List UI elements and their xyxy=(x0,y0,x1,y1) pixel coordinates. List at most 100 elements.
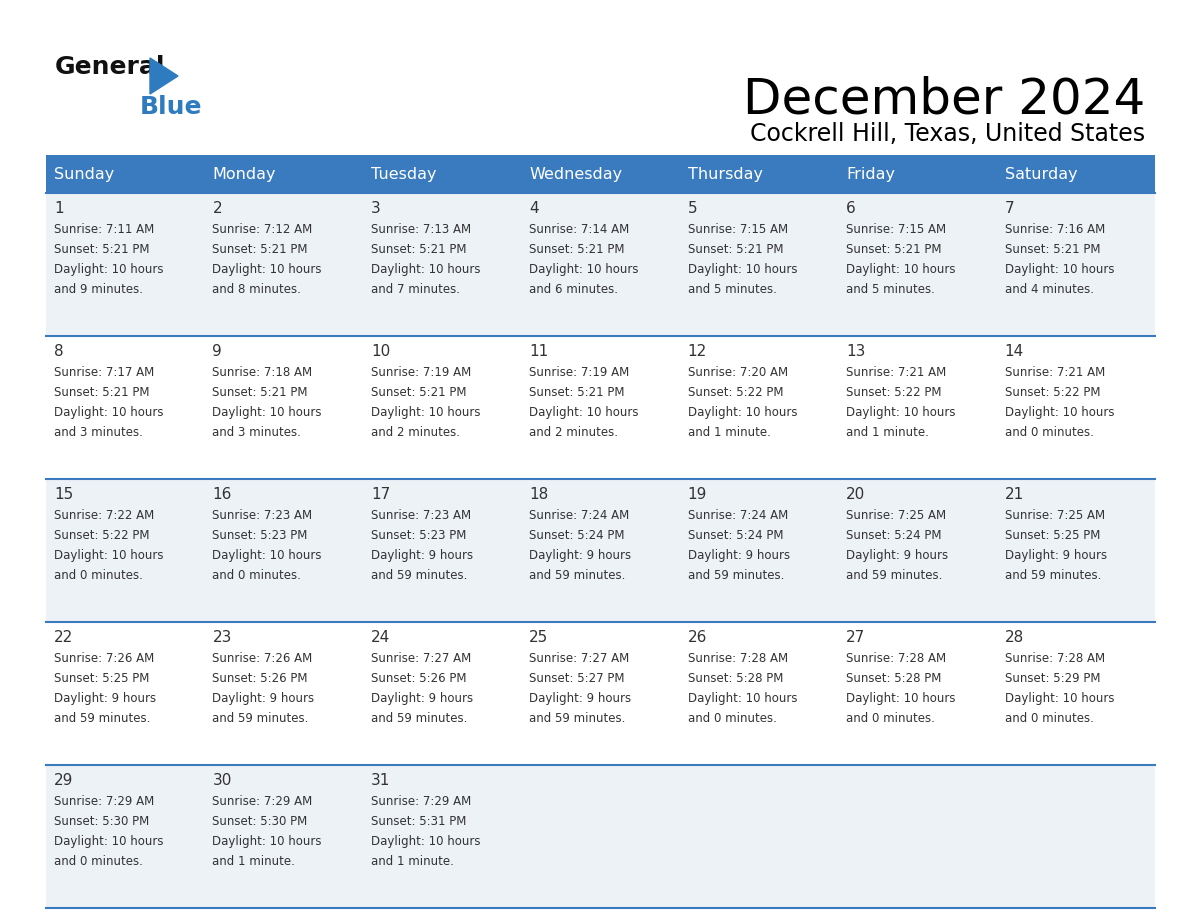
Text: Daylight: 10 hours: Daylight: 10 hours xyxy=(53,835,164,848)
Text: Sunrise: 7:27 AM: Sunrise: 7:27 AM xyxy=(371,652,472,665)
Text: Sunrise: 7:19 AM: Sunrise: 7:19 AM xyxy=(530,366,630,379)
Text: and 5 minutes.: and 5 minutes. xyxy=(846,283,935,296)
Text: 12: 12 xyxy=(688,344,707,359)
Text: Sunrise: 7:15 AM: Sunrise: 7:15 AM xyxy=(688,223,788,236)
Bar xyxy=(839,193,997,336)
Text: Sunrise: 7:26 AM: Sunrise: 7:26 AM xyxy=(53,652,154,665)
Text: Sunset: 5:22 PM: Sunset: 5:22 PM xyxy=(1005,386,1100,399)
Text: 20: 20 xyxy=(846,487,865,502)
Bar xyxy=(680,765,839,908)
Text: Sunset: 5:22 PM: Sunset: 5:22 PM xyxy=(846,386,942,399)
Text: 14: 14 xyxy=(1005,344,1024,359)
Text: 23: 23 xyxy=(213,630,232,645)
Bar xyxy=(522,765,680,908)
Text: Sunrise: 7:23 AM: Sunrise: 7:23 AM xyxy=(371,509,470,522)
Text: 10: 10 xyxy=(371,344,390,359)
Bar xyxy=(839,479,997,622)
Text: Sunrise: 7:25 AM: Sunrise: 7:25 AM xyxy=(846,509,947,522)
Bar xyxy=(362,622,522,765)
Bar xyxy=(204,193,362,336)
Text: and 59 minutes.: and 59 minutes. xyxy=(530,712,626,725)
Text: 7: 7 xyxy=(1005,201,1015,216)
Text: Sunset: 5:24 PM: Sunset: 5:24 PM xyxy=(530,529,625,542)
Text: Daylight: 10 hours: Daylight: 10 hours xyxy=(1005,692,1114,705)
Text: Thursday: Thursday xyxy=(688,166,763,182)
Text: 4: 4 xyxy=(530,201,539,216)
Text: Daylight: 10 hours: Daylight: 10 hours xyxy=(1005,263,1114,276)
Text: 18: 18 xyxy=(530,487,549,502)
Text: December 2024: December 2024 xyxy=(742,75,1145,123)
Text: Sunset: 5:22 PM: Sunset: 5:22 PM xyxy=(53,529,150,542)
Text: and 59 minutes.: and 59 minutes. xyxy=(1005,569,1101,582)
Text: Monday: Monday xyxy=(213,166,276,182)
Text: Sunrise: 7:15 AM: Sunrise: 7:15 AM xyxy=(846,223,947,236)
Text: Sunset: 5:21 PM: Sunset: 5:21 PM xyxy=(371,386,467,399)
Text: Sunrise: 7:27 AM: Sunrise: 7:27 AM xyxy=(530,652,630,665)
Bar xyxy=(680,155,839,193)
Text: 26: 26 xyxy=(688,630,707,645)
Text: Sunset: 5:26 PM: Sunset: 5:26 PM xyxy=(213,672,308,685)
Bar xyxy=(997,155,1155,193)
Text: Daylight: 9 hours: Daylight: 9 hours xyxy=(688,549,790,562)
Text: Daylight: 10 hours: Daylight: 10 hours xyxy=(371,835,480,848)
Text: General: General xyxy=(55,55,165,79)
Text: Sunrise: 7:11 AM: Sunrise: 7:11 AM xyxy=(53,223,154,236)
Text: Wednesday: Wednesday xyxy=(530,166,623,182)
Text: Sunset: 5:21 PM: Sunset: 5:21 PM xyxy=(213,386,308,399)
Text: Daylight: 10 hours: Daylight: 10 hours xyxy=(53,263,164,276)
Bar xyxy=(839,765,997,908)
Bar xyxy=(46,479,204,622)
Bar xyxy=(680,479,839,622)
Text: Sunset: 5:23 PM: Sunset: 5:23 PM xyxy=(213,529,308,542)
Text: and 0 minutes.: and 0 minutes. xyxy=(1005,712,1093,725)
Text: 19: 19 xyxy=(688,487,707,502)
Text: Daylight: 9 hours: Daylight: 9 hours xyxy=(53,692,156,705)
Bar xyxy=(522,155,680,193)
Text: Daylight: 9 hours: Daylight: 9 hours xyxy=(371,692,473,705)
Text: 21: 21 xyxy=(1005,487,1024,502)
Text: Daylight: 9 hours: Daylight: 9 hours xyxy=(371,549,473,562)
Bar xyxy=(997,765,1155,908)
Text: and 3 minutes.: and 3 minutes. xyxy=(213,426,302,439)
Text: Sunset: 5:28 PM: Sunset: 5:28 PM xyxy=(688,672,783,685)
Text: Daylight: 10 hours: Daylight: 10 hours xyxy=(846,406,955,419)
Text: and 7 minutes.: and 7 minutes. xyxy=(371,283,460,296)
Text: and 6 minutes.: and 6 minutes. xyxy=(530,283,618,296)
Bar xyxy=(362,479,522,622)
Text: and 9 minutes.: and 9 minutes. xyxy=(53,283,143,296)
Text: 15: 15 xyxy=(53,487,74,502)
Text: 8: 8 xyxy=(53,344,64,359)
Text: Sunrise: 7:25 AM: Sunrise: 7:25 AM xyxy=(1005,509,1105,522)
Text: Daylight: 10 hours: Daylight: 10 hours xyxy=(530,263,639,276)
Text: Sunset: 5:24 PM: Sunset: 5:24 PM xyxy=(688,529,783,542)
Text: Sunrise: 7:19 AM: Sunrise: 7:19 AM xyxy=(371,366,472,379)
Text: Daylight: 10 hours: Daylight: 10 hours xyxy=(846,692,955,705)
Text: and 3 minutes.: and 3 minutes. xyxy=(53,426,143,439)
Text: Daylight: 10 hours: Daylight: 10 hours xyxy=(688,692,797,705)
Bar xyxy=(46,155,204,193)
Text: Sunrise: 7:29 AM: Sunrise: 7:29 AM xyxy=(371,795,472,808)
Bar xyxy=(680,336,839,479)
Text: Sunrise: 7:20 AM: Sunrise: 7:20 AM xyxy=(688,366,788,379)
Text: Sunset: 5:21 PM: Sunset: 5:21 PM xyxy=(53,243,150,256)
Text: and 1 minute.: and 1 minute. xyxy=(213,855,296,868)
Text: 5: 5 xyxy=(688,201,697,216)
Text: Sunrise: 7:24 AM: Sunrise: 7:24 AM xyxy=(688,509,788,522)
Bar xyxy=(204,622,362,765)
Text: Sunset: 5:31 PM: Sunset: 5:31 PM xyxy=(371,815,466,828)
Text: Sunset: 5:30 PM: Sunset: 5:30 PM xyxy=(213,815,308,828)
Bar xyxy=(522,622,680,765)
Text: Daylight: 9 hours: Daylight: 9 hours xyxy=(530,692,631,705)
Text: Sunrise: 7:13 AM: Sunrise: 7:13 AM xyxy=(371,223,470,236)
Text: 1: 1 xyxy=(53,201,64,216)
Text: and 0 minutes.: and 0 minutes. xyxy=(213,569,302,582)
Text: 29: 29 xyxy=(53,773,74,788)
Bar xyxy=(362,193,522,336)
Text: and 5 minutes.: and 5 minutes. xyxy=(688,283,777,296)
Bar xyxy=(839,155,997,193)
Bar xyxy=(680,622,839,765)
Text: 16: 16 xyxy=(213,487,232,502)
Text: Saturday: Saturday xyxy=(1005,166,1078,182)
Bar xyxy=(997,193,1155,336)
Text: and 59 minutes.: and 59 minutes. xyxy=(371,712,467,725)
